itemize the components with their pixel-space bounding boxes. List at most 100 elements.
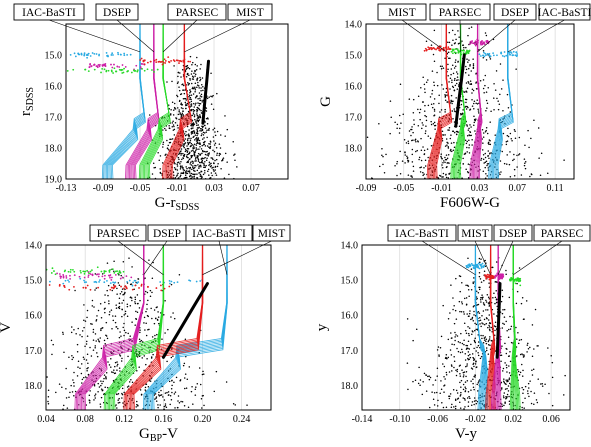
hb-point <box>103 63 105 66</box>
star-point <box>423 166 425 169</box>
star-point <box>418 111 421 114</box>
hb-point <box>164 60 167 62</box>
isochrone-line <box>497 24 514 179</box>
star-point <box>450 134 452 136</box>
star-point <box>207 168 210 171</box>
star-point <box>425 374 427 376</box>
star-point <box>473 339 476 342</box>
hb-point <box>90 65 93 68</box>
star-point <box>206 154 208 156</box>
hb-point <box>503 51 506 53</box>
star-point <box>470 318 472 321</box>
star-point <box>138 338 141 341</box>
hb-point <box>485 277 488 280</box>
star-point <box>518 136 521 139</box>
star-point <box>506 330 508 332</box>
star-point <box>147 386 150 388</box>
star-point <box>488 324 490 327</box>
leader-line <box>459 19 461 52</box>
star-point <box>216 92 218 95</box>
star-point <box>113 260 115 262</box>
star-point <box>501 312 504 315</box>
hb-point <box>486 276 489 278</box>
star-point <box>204 153 207 156</box>
star-point <box>77 366 79 368</box>
star-point <box>474 376 476 378</box>
star-point <box>190 105 193 107</box>
hb-point <box>490 277 493 280</box>
star-point <box>464 139 467 142</box>
y-tick-label: 17.0 <box>345 113 363 124</box>
star-point <box>196 77 199 80</box>
leader-line <box>48 19 141 53</box>
hb-point <box>469 264 472 267</box>
hb-point <box>452 49 455 51</box>
star-point <box>465 365 467 368</box>
hb-point <box>480 265 483 268</box>
star-point <box>465 98 468 101</box>
star-point <box>484 259 486 262</box>
star-point <box>144 386 147 389</box>
star-point <box>187 406 190 408</box>
star-point <box>172 120 174 122</box>
star-point <box>503 316 506 318</box>
star-point <box>175 117 178 120</box>
star-point <box>483 323 486 326</box>
star-point <box>193 173 195 176</box>
star-point <box>473 119 476 121</box>
star-point <box>408 98 411 100</box>
star-point <box>118 297 121 299</box>
star-point <box>468 74 470 76</box>
star-point <box>195 157 197 159</box>
star-point <box>101 389 104 392</box>
star-point <box>70 331 73 334</box>
star-point <box>482 50 485 52</box>
star-point <box>104 301 106 304</box>
star-point <box>166 81 168 83</box>
hb-point <box>89 62 92 65</box>
star-point <box>105 376 107 378</box>
star-point <box>477 112 480 114</box>
star-point <box>464 91 466 93</box>
hb-point <box>112 72 114 74</box>
hb-point <box>469 40 472 43</box>
plot-area <box>66 24 238 179</box>
star-point <box>477 354 480 357</box>
star-point <box>487 296 490 298</box>
hb-point <box>141 67 144 70</box>
star-point <box>484 32 487 34</box>
label-box <box>89 224 147 242</box>
star-point <box>183 404 186 407</box>
star-point <box>200 87 202 89</box>
star-point <box>209 145 212 148</box>
star-point <box>81 382 83 384</box>
star-point <box>433 404 436 406</box>
star-point <box>178 100 181 103</box>
leader-line <box>401 19 447 53</box>
star-point <box>563 394 565 396</box>
star-point <box>198 167 200 169</box>
star-point <box>129 296 132 299</box>
star-point <box>13 384 15 386</box>
isochrone-line <box>153 245 228 410</box>
star-point <box>482 158 485 161</box>
star-point <box>126 303 129 306</box>
star-point <box>127 332 129 335</box>
hb-point <box>93 63 96 66</box>
star-point <box>94 333 97 335</box>
star-point <box>471 316 474 319</box>
star-point <box>410 128 412 131</box>
hb-point <box>68 281 70 283</box>
isochrone-line <box>172 24 193 179</box>
star-point <box>508 296 511 299</box>
hb-point <box>485 54 487 57</box>
star-point <box>412 131 414 134</box>
star-point <box>415 140 417 143</box>
star-point <box>482 79 485 81</box>
star-point <box>501 403 503 405</box>
hb-point <box>110 279 113 281</box>
y-tick-label: 16.0 <box>345 82 363 93</box>
star-point <box>116 369 118 371</box>
isochrone-line <box>491 24 513 179</box>
x-axis-label-main: G-r <box>155 195 176 211</box>
